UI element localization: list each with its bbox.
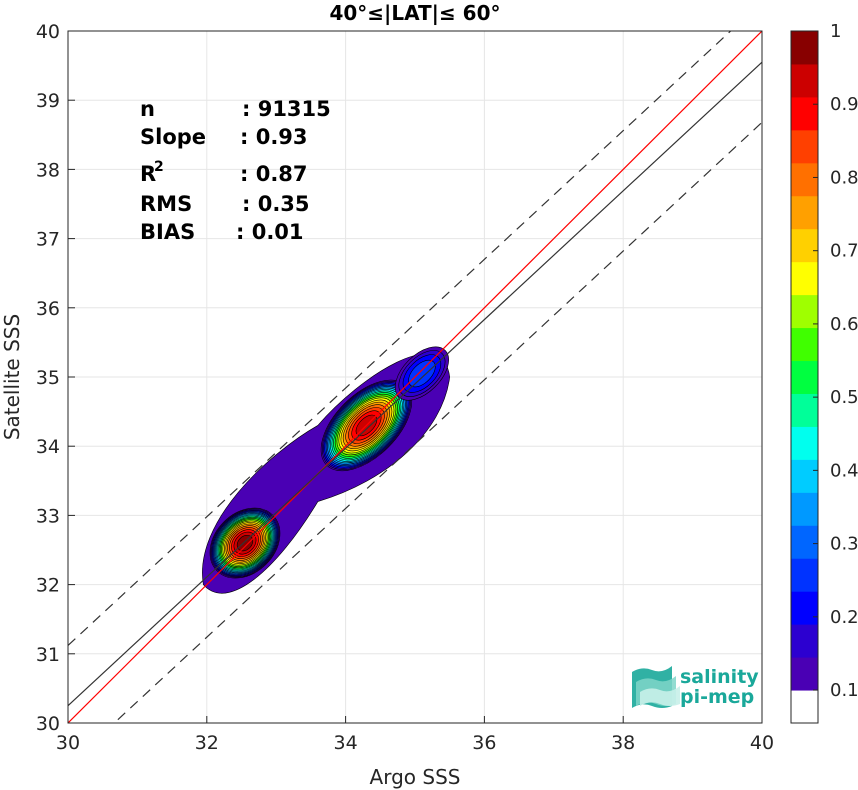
colorbar-segment (791, 426, 818, 460)
x-axis-label: Argo SSS (370, 765, 461, 789)
colorbar: 0.1 0.2 0.3 0.4 0.5 0.6 0.7 0.8 0.9 1 (790, 21, 858, 724)
x-tick-label: 36 (472, 732, 496, 754)
y-axis-label: Satellite SSS (0, 314, 24, 440)
y-tick-label: 36 (36, 298, 60, 320)
logo-line2: pi-mep (680, 686, 754, 708)
colorbar-segment (791, 459, 818, 493)
colorbar-segment (791, 96, 818, 131)
x-tick-label: 38 (611, 732, 635, 754)
stat-key: Slope (140, 125, 206, 149)
y-tick-label: 31 (36, 644, 60, 666)
y-tick-label: 35 (36, 367, 60, 389)
colorbar-segment (791, 228, 818, 263)
salinity-pi-mep-logo: salinity pi-mep (632, 666, 759, 708)
wave-icon (632, 666, 680, 708)
colorbar-segment (791, 393, 818, 427)
y-tick-label: 39 (36, 90, 60, 112)
y-tick-label: 34 (36, 436, 60, 458)
stat-value: : 91315 (242, 97, 331, 121)
logo-line1: salinity (680, 666, 759, 688)
stat-key: RMS (140, 192, 192, 216)
x-tick-label: 40 (750, 732, 774, 754)
colorbar-segment (791, 327, 818, 362)
x-ticks: 30 32 34 36 38 40 (56, 716, 774, 754)
colorbar-tick-label: 0.5 (830, 387, 858, 408)
colorbar-tick-label: 0.6 (830, 314, 858, 335)
reference-line (68, 31, 732, 646)
x-tick-label: 32 (195, 732, 219, 754)
stat-key: BIAS (140, 220, 195, 244)
colorbar-segment (791, 591, 818, 625)
colorbar-segment (791, 492, 818, 526)
reference-line (68, 31, 762, 723)
stat-superscript: 2 (154, 159, 164, 175)
stat-key: R (140, 162, 156, 186)
colorbar-frame (790, 30, 819, 724)
colorbar-segment (791, 162, 818, 197)
y-tick-label: 40 (36, 21, 60, 43)
stats-box: n : 91315 Slope : 0.93 R2 : 0.87 RMS : 0.35 BIAS… (140, 97, 331, 244)
reference-line (68, 61, 762, 707)
stat-value: : 0.87 (240, 162, 308, 186)
colorbar-tick-label: 0.7 (830, 241, 858, 262)
colorbar-segment (791, 31, 818, 65)
colorbar-segment (791, 657, 818, 691)
colorbar-segment (791, 525, 818, 559)
colorbar-tick-label: 0.8 (830, 167, 858, 188)
stat-value: : 0.01 (236, 220, 304, 244)
stat-key: n (140, 97, 155, 121)
colorbar-segment (791, 195, 818, 230)
y-tick-label: 33 (36, 505, 60, 527)
x-tick-label: 34 (334, 732, 358, 754)
y-ticks: 30 31 32 33 34 35 36 37 38 39 40 (36, 21, 75, 735)
reference-lines (68, 31, 762, 723)
y-tick-label: 30 (36, 713, 60, 735)
x-tick-label: 30 (56, 732, 80, 754)
colorbar-tick-label: 1 (830, 21, 841, 42)
y-tick-label: 38 (36, 159, 60, 181)
colorbar-tick-label: 0.4 (830, 460, 858, 481)
colorbar-segment (791, 558, 818, 592)
colorbar-segment (791, 63, 818, 98)
y-tick-label: 37 (36, 229, 60, 251)
colorbar-tick-label: 0.1 (830, 680, 858, 701)
colorbar-tick-label: 0.3 (830, 534, 858, 555)
colorbar-tick-label: 0.2 (830, 607, 858, 628)
chart-title: 40°≤|LAT|≤ 60° (329, 1, 500, 25)
stat-value: : 0.35 (242, 192, 310, 216)
y-tick-label: 32 (36, 575, 60, 597)
colorbar-segment (791, 294, 818, 329)
colorbar-segment (791, 261, 818, 296)
colorbar-segment (791, 624, 818, 658)
colorbar-segment (791, 129, 818, 164)
density-contour-level (236, 534, 254, 552)
density-contour-level (408, 359, 436, 388)
reference-line (113, 121, 762, 723)
colorbar-segment (791, 690, 818, 724)
colorbar-segment (791, 360, 818, 394)
colorbar-tick-label: 0.9 (830, 94, 858, 115)
stat-value: : 0.93 (240, 125, 308, 149)
